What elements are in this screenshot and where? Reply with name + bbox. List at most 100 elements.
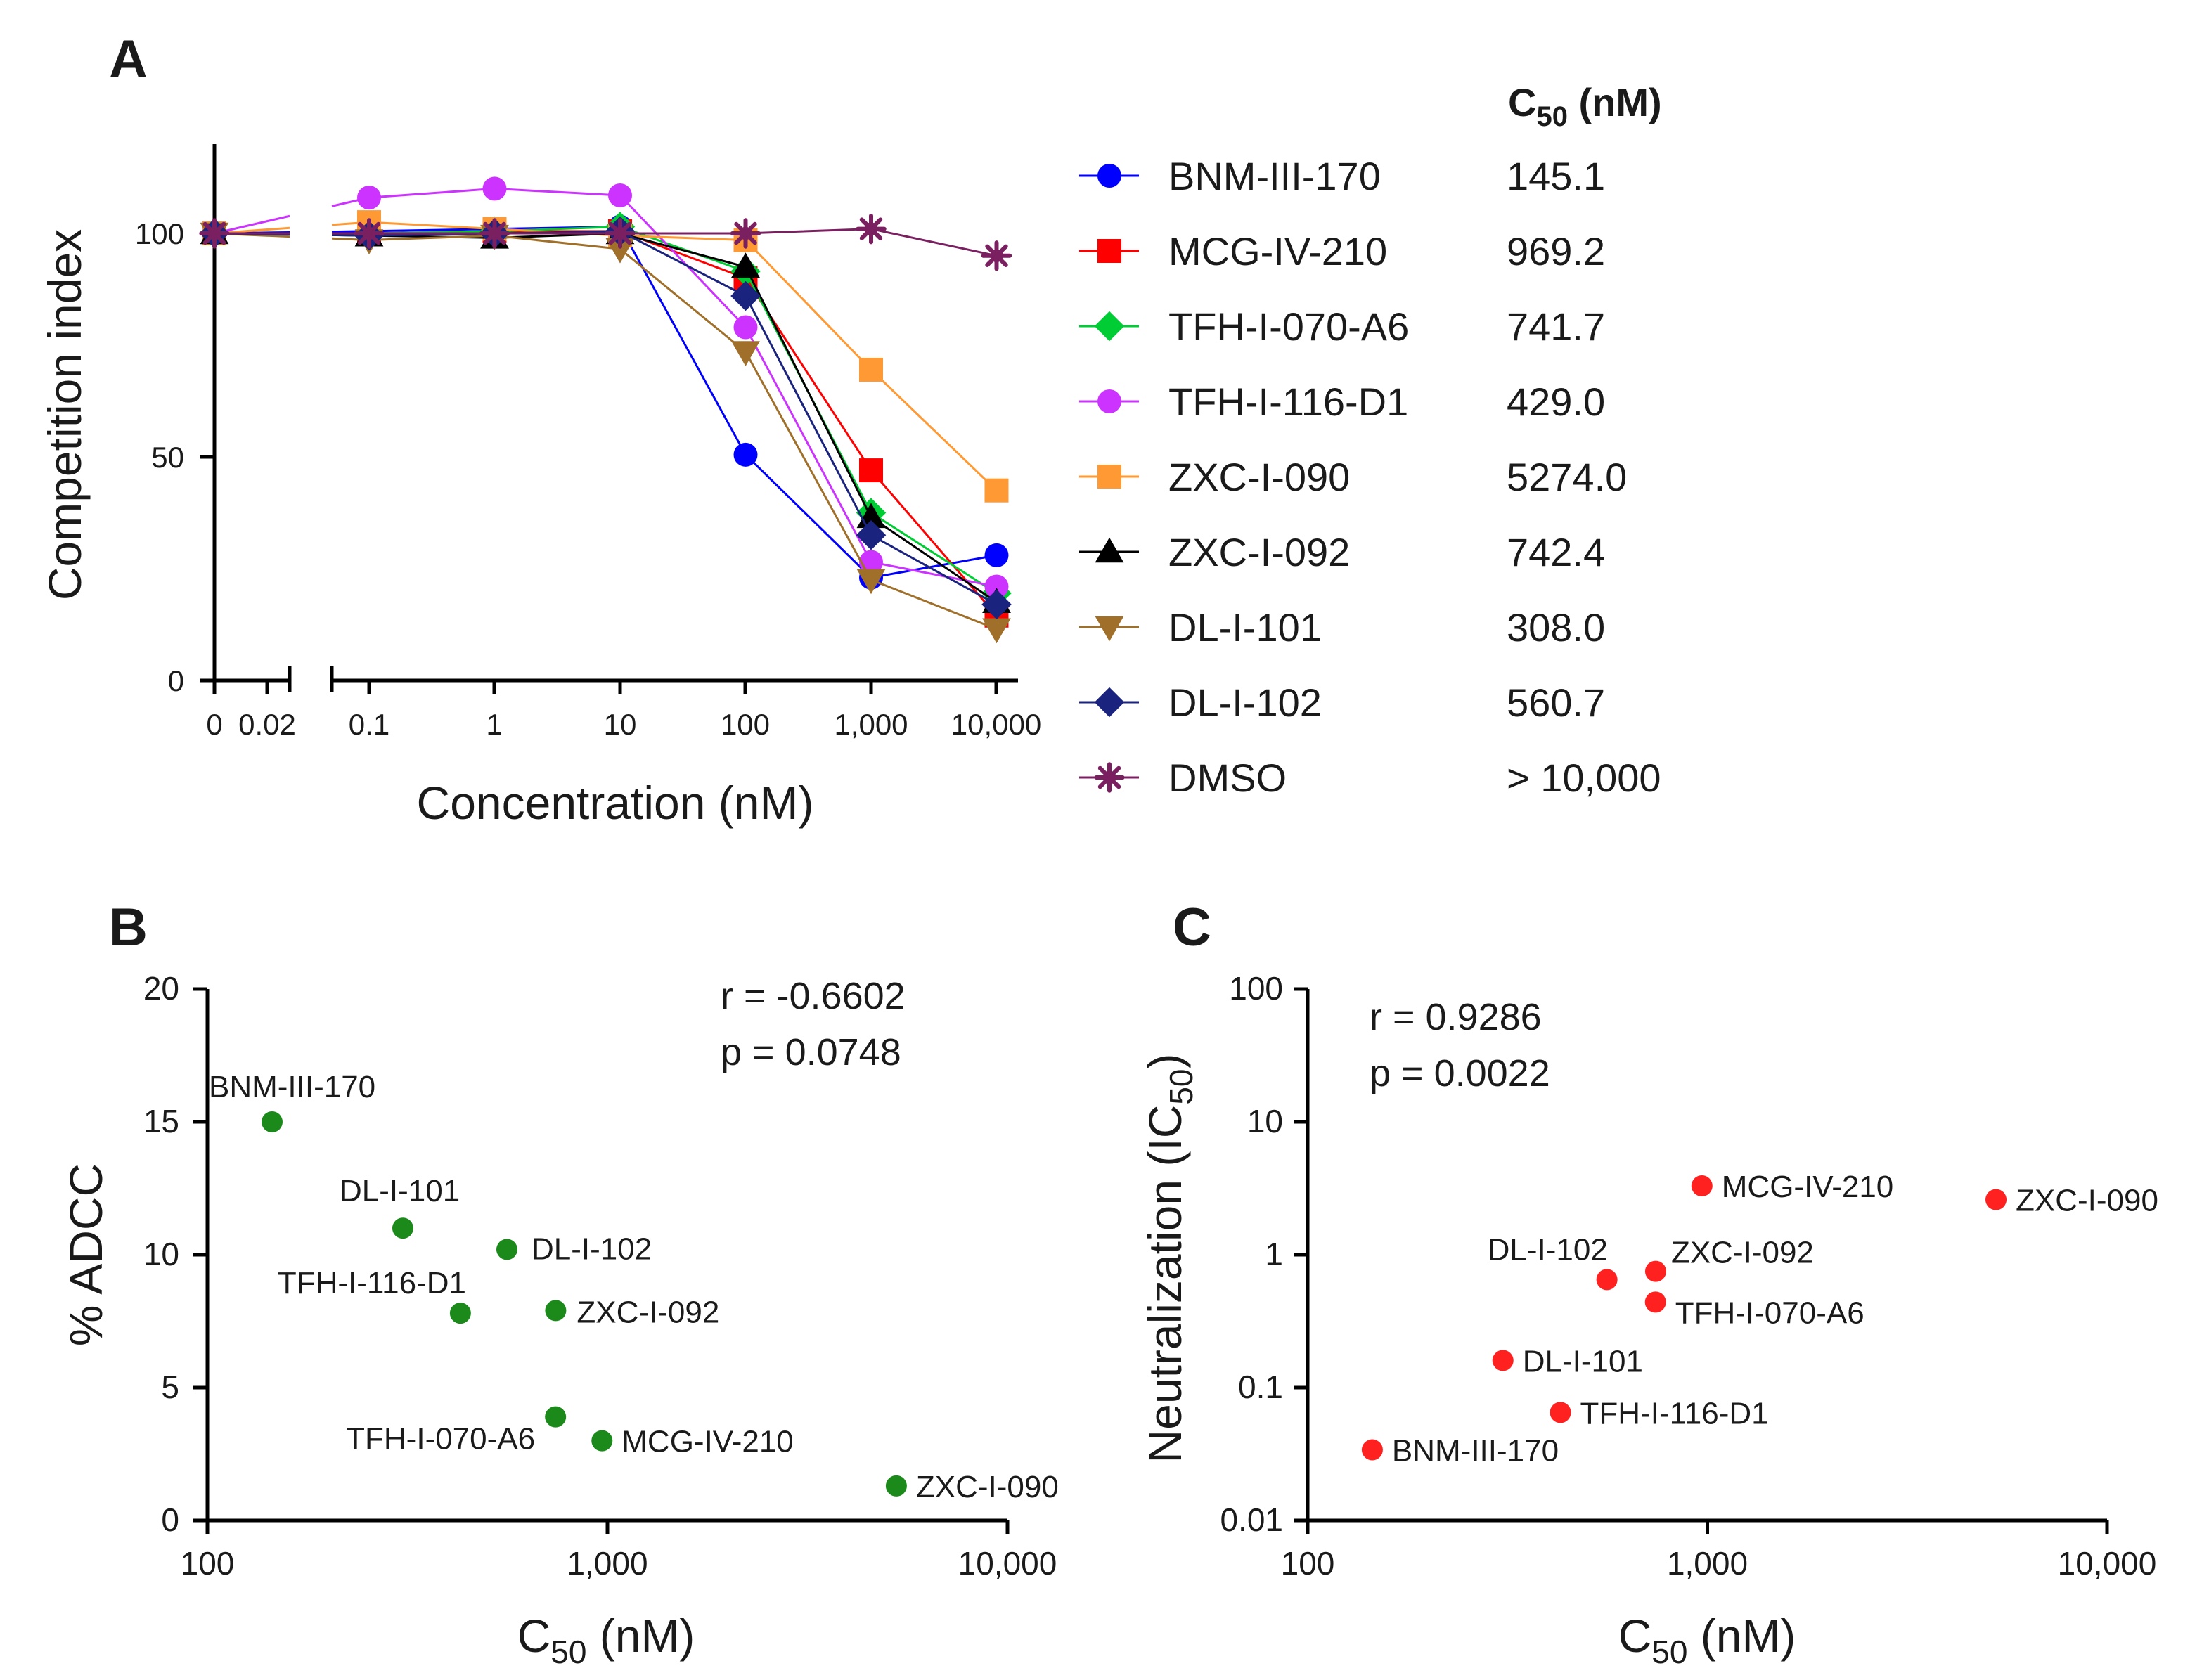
point-dl-i-101-6 (982, 618, 1011, 644)
adcc-point-tfh-i-116-d1 (449, 1303, 471, 1324)
series-line-zxc-i-090 (331, 221, 998, 491)
series-line-dl-i-102 (331, 230, 998, 606)
legend-label-dl-i-101: DL-I-101 (1168, 605, 1322, 650)
adcc-point-bnm-iii-170 (261, 1111, 283, 1132)
series-tfh-i-070-a6 (199, 212, 1012, 609)
neut-point-mcg-iv-210 (1691, 1175, 1713, 1197)
panel-b-r-value: r = -0.6602 (721, 975, 906, 1017)
legend-marker-dmso (1094, 762, 1125, 793)
c50-value-dmso: > 10,000 (1507, 756, 1661, 800)
point-tfh-i-116-d1-2 (482, 176, 507, 201)
neut-point-dl-i-101 (1492, 1350, 1514, 1371)
panel-c-y-label: Neutralization (IC50) (1139, 1053, 1199, 1463)
legend-marker-dmso-core (1102, 770, 1116, 784)
point-dl-i-102-6 (981, 589, 1012, 620)
series-line-tfh-i-070-a6 (332, 225, 998, 595)
point-dmso-6-core (990, 249, 1003, 263)
panel-b-y-tick-label: 5 (161, 1369, 179, 1405)
legend-label-zxc-i-092: ZXC-I-092 (1168, 530, 1350, 574)
series-dmso (199, 213, 1012, 271)
legend-marker-bnm-iii-170 (1097, 164, 1121, 188)
series-tfh-i-116-d1 (202, 176, 1009, 599)
series-line-zxc-i-092 (331, 232, 998, 603)
point-zxc-i-090-6 (984, 478, 1009, 503)
panel-c: C 0.01 0.1 1 10 100 100 1,000 10,000 Neutraliz… (1139, 898, 2158, 1670)
series-zxc-i-092 (200, 219, 1011, 613)
panel-a-x-tick-label: 1 (486, 708, 502, 741)
panel-b-x-label-unit: (nM) (586, 1610, 695, 1662)
panel-b-x-tick-label: 100 (181, 1545, 235, 1582)
adcc-point-label-zxc-i-090: ZXC-I-090 (916, 1470, 1059, 1504)
legend-label-dl-i-102: DL-I-102 (1168, 680, 1322, 725)
panel-c-points: MCG-IV-210 ZXC-I-090 DL-I-102 ZXC-I-092 TFH-… (1361, 1170, 2158, 1468)
legend-marker-zxc-i-092 (1095, 537, 1124, 563)
adcc-point-dl-i-102 (496, 1239, 518, 1260)
panel-c-x-label-sub: 50 (1651, 1634, 1687, 1670)
legend-label-mcg-iv-210: MCG-IV-210 (1168, 229, 1387, 273)
legend-marker-tfh-i-116-d1 (1097, 389, 1121, 413)
adcc-point-label-tfh-i-070-a6: TFH-I-070-A6 (346, 1422, 535, 1456)
panel-a-y-tick-label: 50 (151, 441, 184, 474)
panel-c-y-tick-label: 10 (1247, 1103, 1283, 1139)
point-dmso-4 (730, 218, 761, 249)
c50-value-tfh-i-070-a6: 741.7 (1507, 304, 1605, 349)
neut-point-label-zxc-i-090: ZXC-I-090 (2016, 1184, 2158, 1218)
point-tfh-i-116-d1-1 (357, 186, 381, 210)
panel-c-r-value: r = 0.9286 (1370, 996, 1542, 1038)
panel-b-y-tick-label: 0 (161, 1501, 179, 1538)
legend-label-zxc-i-090: ZXC-I-090 (1168, 455, 1350, 499)
series-dl-i-101 (200, 222, 1011, 644)
panel-b-y-tick-label: 15 (143, 1103, 179, 1139)
panel-c-y-tick-label: 1 (1265, 1236, 1283, 1272)
neut-point-label-tfh-i-070-a6: TFH-I-070-A6 (1675, 1295, 1864, 1330)
series-zxc-i-090 (202, 210, 1009, 503)
series-line-dl-i-101 (331, 234, 998, 631)
adcc-point-label-mcg-iv-210: MCG-IV-210 (621, 1425, 794, 1459)
panel-b-p-value: p = 0.0748 (721, 1031, 901, 1073)
point-dl-i-101-3 (605, 238, 635, 264)
panel-c-y-tick-label: 0.1 (1238, 1369, 1283, 1405)
c50-value-dl-i-102: 560.7 (1507, 680, 1605, 725)
legend-marker-zxc-i-090 (1097, 465, 1121, 489)
panel-b-y-tick-label: 20 (143, 970, 179, 1007)
c50-value-tfh-i-116-d1: 429.0 (1507, 380, 1605, 424)
point-zxc-i-090-5 (859, 357, 883, 382)
c50-header-unit: (nM) (1568, 80, 1662, 124)
panel-c-x-label-main: C (1618, 1610, 1652, 1662)
adcc-point-dl-i-101 (392, 1217, 413, 1239)
point-dmso-1 (354, 218, 385, 249)
panel-c-y-tick-label: 100 (1229, 970, 1283, 1007)
panel-c-x-tick-label: 10,000 (2058, 1545, 2157, 1582)
legend-label-tfh-i-070-a6: TFH-I-070-A6 (1168, 304, 1409, 349)
panel-a-x-tick-label: 10 (604, 708, 637, 741)
series-line-tfh-i-116-d1 (214, 214, 290, 235)
adcc-point-label-dl-i-101: DL-I-101 (340, 1174, 460, 1208)
panel-c-x-tick-label: 100 (1281, 1545, 1335, 1582)
neut-point-label-dl-i-101: DL-I-101 (1523, 1344, 1643, 1378)
panel-a-series (199, 176, 1012, 644)
c50-column-header: C50 (nM) (1508, 80, 1662, 132)
c50-value-dl-i-101: 308.0 (1507, 605, 1605, 650)
neut-point-label-mcg-iv-210: MCG-IV-210 (1722, 1170, 1894, 1204)
panel-c-y-ticks: 0.01 0.1 1 10 100 (1220, 970, 1308, 1538)
legend-marker-dl-i-102 (1094, 687, 1125, 718)
series-line-bnm-iii-170 (331, 225, 997, 579)
panel-a-x-tick-label: 10,000 (951, 708, 1041, 741)
series-mcg-iv-210 (202, 219, 1009, 628)
c50-value-bnm-iii-170: 145.1 (1507, 154, 1605, 198)
neut-point-bnm-iii-170 (1361, 1439, 1383, 1461)
panel-a-y-label: Competition index (39, 229, 91, 600)
legend-label-tfh-i-116-d1: TFH-I-116-D1 (1168, 380, 1408, 424)
point-dmso-0-core (207, 226, 221, 240)
point-dl-i-101-4 (731, 341, 760, 366)
panel-c-y-label-sub: 50 (1163, 1068, 1199, 1104)
adcc-point-zxc-i-092 (545, 1300, 567, 1322)
neut-point-label-dl-i-102: DL-I-102 (1488, 1232, 1608, 1267)
point-zxc-i-092-4 (731, 252, 760, 278)
point-dmso-1-core (362, 226, 376, 240)
panel-b-x-label-sub: 50 (550, 1634, 586, 1670)
panel-b-points: BNM-III-170 DL-I-101 DL-I-102 TFH-I-116-D1 Z… (209, 1070, 1059, 1504)
panel-a-y-tick-label: 100 (135, 217, 184, 250)
neut-point-zxc-i-092 (1644, 1260, 1666, 1282)
panel-b-x-label: C50 (nM) (517, 1610, 695, 1670)
